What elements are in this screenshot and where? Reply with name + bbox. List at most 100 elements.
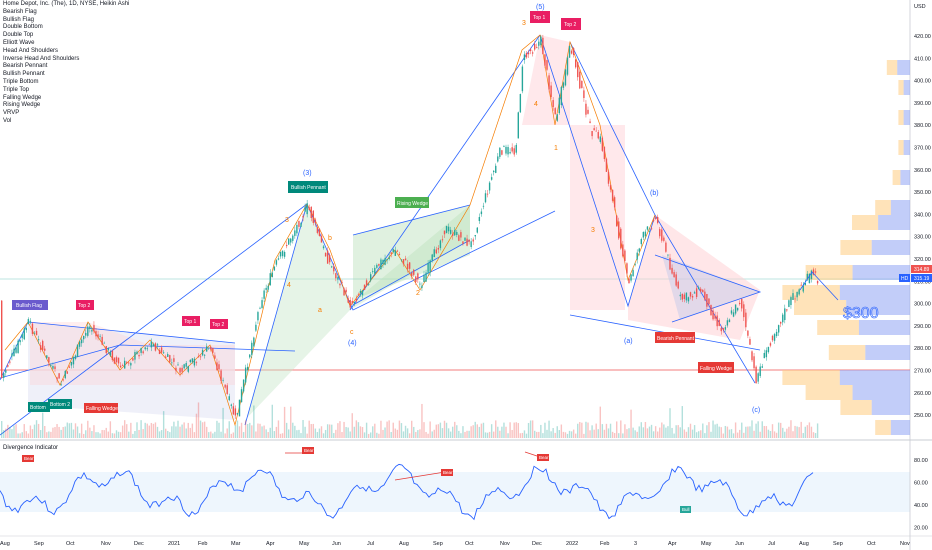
falling-wedge-left-tag[interactable] [84,403,118,413]
volume-bar [386,421,388,438]
volume-bar [292,422,294,438]
candle-body [162,352,165,354]
top2-mid-tag[interactable] [210,319,228,329]
candle-body [353,301,355,304]
indicator-label[interactable]: Divergence Indicator [3,445,59,451]
top2-left-tag[interactable] [76,300,94,310]
candle-body [544,54,546,66]
legend-item[interactable]: Triple Top [3,86,30,93]
volume-bar [413,426,415,438]
volume-bars [1,402,819,438]
bottom-tag[interactable] [28,402,50,412]
candle-body [404,258,407,261]
candle-body [726,320,729,326]
volume-bar [378,433,380,438]
volume-bar [363,432,366,438]
bear-tag-2[interactable] [302,447,314,454]
bear-tag-3[interactable] [441,469,453,476]
volume-bar [421,403,423,438]
time-tick: Sep [34,541,44,547]
candle-body [646,226,649,230]
volume-bar [751,420,753,438]
bear-tag-4[interactable] [537,454,549,461]
candle-body [550,85,552,98]
candle-body [165,356,167,358]
top2-peak-tag[interactable] [561,18,581,30]
legend-item[interactable]: Rising Wedge [3,102,41,109]
price-tick: 380.00 [914,123,931,129]
volume-bar [808,422,811,438]
volume-bar [271,404,273,438]
legend-item[interactable]: Bearish Flag [3,8,37,15]
candle-body [556,114,558,121]
bearish-pennant-tag[interactable] [655,332,695,343]
top1-mid-tag[interactable] [182,316,200,326]
legend-item[interactable]: Head And Shoulders [3,47,59,54]
volume-bar [620,420,622,438]
candle-body [784,308,786,321]
rising-wedge-tag[interactable] [395,197,429,208]
bull-tag[interactable] [680,506,691,513]
volume-bar [671,427,673,438]
candle-body [435,249,437,254]
candle-body [152,344,155,347]
bear-tag-1[interactable] [22,455,34,462]
volume-bar [698,431,700,438]
volume-bar [552,428,554,438]
candle-body [128,362,130,364]
bottom2-tag[interactable] [48,399,72,409]
candle-body [743,304,745,318]
bullish-flag-tag[interactable] [12,300,48,310]
chart-title[interactable]: Home Depot, Inc. (The), 1D, NYSE, Heikin… [3,1,130,7]
volume-bar [507,433,509,438]
candle-body [140,348,142,353]
legend-item[interactable]: Bearish Pennant [3,63,48,70]
legend-item[interactable]: Falling Wedge [3,94,42,101]
indicator-axis[interactable]: 80.00 60.00 40.00 20.00 [914,458,928,532]
vrvp-buy [852,385,910,400]
vrvp-sell [875,420,891,435]
candle-body [380,259,382,270]
volume-bar [382,429,384,438]
legend-item[interactable]: Triple Bottom [3,78,39,85]
volume-bar [755,423,757,438]
price-axis[interactable]: 420.00 410.00 400.00 390.00 380.00 370.00 360.… [914,34,931,419]
legend-item[interactable]: Vol [3,117,12,124]
bullish-pennant-tag[interactable] [288,181,328,193]
candle-body [796,291,798,298]
time-axis[interactable]: Aug Sep Oct Nov Dec 2021 Feb Mar Apr May Jun Jul Aug… [0,541,910,547]
volume-bar [603,429,606,438]
candle-body [447,226,450,232]
volume-bar [402,431,405,438]
candle-body [382,259,384,265]
candle-body [722,328,724,330]
candle-body [386,258,388,261]
legend-item[interactable]: Inverse Head And Shoulders [3,55,80,62]
indicator-tick: 80.00 [914,458,928,464]
vrvp-buy [900,170,910,185]
volume-bar [158,431,161,438]
volume-bar [13,425,15,438]
candle-body [460,232,462,238]
legend-item[interactable]: Double Top [3,32,34,39]
legend-item[interactable]: Double Bottom [3,24,43,31]
top1-peak-text: Top 1 [533,15,545,21]
candle-body [406,263,409,270]
volume-bar [105,427,107,438]
legend-item[interactable]: Bullish Pennant [3,71,45,78]
candle-body [33,332,36,334]
volume-bar [275,426,278,438]
volume-bar [296,430,298,438]
volume-bar [415,431,417,438]
legend-item[interactable]: Elliott Wave [3,39,35,46]
volume-bar [732,433,735,438]
volume-bar [72,429,75,438]
bear-tag-2-text: Bear [304,448,314,453]
top1-peak-tag[interactable] [530,11,550,23]
candle-body [7,365,9,367]
legend-item[interactable]: VRVP [3,110,20,117]
falling-wedge-right-tag[interactable] [698,362,734,373]
volume-bar [124,420,126,438]
legend-item[interactable]: Bullish Flag [3,16,35,23]
